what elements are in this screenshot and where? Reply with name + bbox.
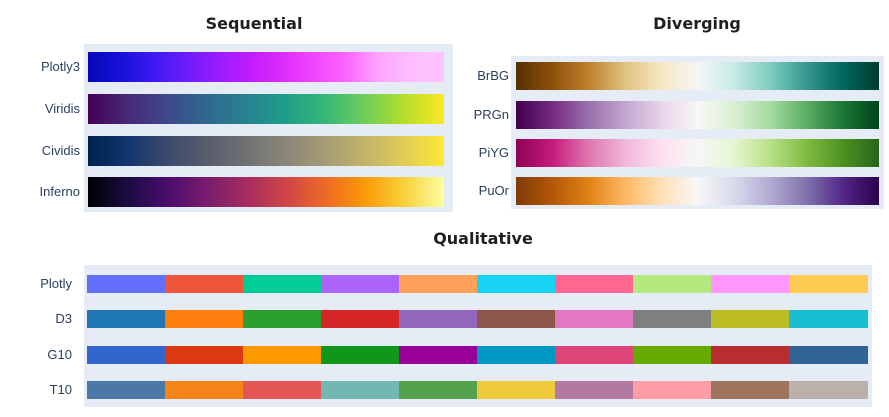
qualitative-color-swatch bbox=[243, 275, 322, 293]
qualitative-color-swatch bbox=[555, 275, 634, 293]
qualitative-color-swatch bbox=[789, 310, 868, 328]
sequential-row-label: Cividis bbox=[41, 143, 80, 158]
qualitative-color-swatch bbox=[165, 275, 244, 293]
qualitative-color-swatch bbox=[477, 275, 556, 293]
qualitative-color-swatch bbox=[555, 346, 634, 364]
qualitative-color-swatch bbox=[321, 381, 400, 399]
sequential-row-label: Viridis bbox=[44, 101, 80, 116]
qualitative-color-swatch bbox=[399, 310, 478, 328]
qualitative-color-swatch bbox=[399, 346, 478, 364]
qualitative-color-swatch bbox=[789, 275, 868, 293]
qualitative-color-swatch bbox=[711, 275, 790, 293]
qualitative-color-swatch bbox=[87, 381, 166, 399]
sequential-colorscale-bar bbox=[88, 94, 444, 124]
qualitative-title: Qualitative bbox=[433, 229, 533, 248]
diverging-row-label: PuOr bbox=[478, 183, 509, 198]
sequential-row-label: Inferno bbox=[39, 184, 80, 199]
qualitative-color-swatch bbox=[555, 310, 634, 328]
qualitative-color-swatch bbox=[633, 310, 712, 328]
diverging-colorscale-bar bbox=[516, 139, 879, 167]
sequential-row-label: Plotly3 bbox=[40, 59, 80, 74]
qualitative-color-swatch bbox=[165, 346, 244, 364]
diverging-row-label: PiYG bbox=[478, 145, 509, 160]
qualitative-color-swatch bbox=[399, 275, 478, 293]
qualitative-color-swatch bbox=[711, 310, 790, 328]
qualitative-color-swatch bbox=[633, 275, 712, 293]
qualitative-color-swatch bbox=[477, 346, 556, 364]
qualitative-color-swatch bbox=[87, 310, 166, 328]
qualitative-color-swatch bbox=[87, 346, 166, 364]
sequential-colorscale-bar bbox=[88, 136, 444, 166]
sequential-colorscale-bar bbox=[88, 52, 444, 82]
qualitative-color-swatch bbox=[477, 381, 556, 399]
qualitative-color-swatch bbox=[243, 310, 322, 328]
sequential-title: Sequential bbox=[205, 14, 303, 33]
sequential-colorscale-bar bbox=[88, 177, 444, 207]
qualitative-color-swatch bbox=[165, 310, 244, 328]
qualitative-color-swatch bbox=[711, 381, 790, 399]
qualitative-color-swatch bbox=[87, 275, 166, 293]
diverging-colorscale-bar bbox=[516, 177, 879, 205]
qualitative-color-swatch bbox=[243, 381, 322, 399]
qualitative-color-swatch bbox=[321, 346, 400, 364]
qualitative-row-label: D3 bbox=[55, 311, 72, 326]
qualitative-color-swatch bbox=[789, 381, 868, 399]
diverging-row-label: BrBG bbox=[477, 68, 509, 83]
qualitative-color-swatch bbox=[321, 275, 400, 293]
qualitative-color-swatch bbox=[243, 346, 322, 364]
diverging-colorscale-bar bbox=[516, 62, 879, 90]
qualitative-color-swatch bbox=[321, 310, 400, 328]
qualitative-color-swatch bbox=[477, 310, 556, 328]
qualitative-color-swatch bbox=[165, 381, 244, 399]
qualitative-color-swatch bbox=[633, 381, 712, 399]
diverging-colorscale-bar bbox=[516, 101, 879, 129]
qualitative-color-swatch bbox=[555, 381, 634, 399]
qualitative-color-swatch bbox=[399, 381, 478, 399]
qualitative-row-label: G10 bbox=[47, 347, 72, 362]
qualitative-color-swatch bbox=[633, 346, 712, 364]
qualitative-color-swatch bbox=[711, 346, 790, 364]
qualitative-row-label: T10 bbox=[49, 382, 72, 397]
qualitative-row-label: Plotly bbox=[40, 276, 72, 291]
qualitative-color-swatch bbox=[789, 346, 868, 364]
diverging-row-label: PRGn bbox=[473, 107, 509, 122]
diverging-title: Diverging bbox=[653, 14, 741, 33]
